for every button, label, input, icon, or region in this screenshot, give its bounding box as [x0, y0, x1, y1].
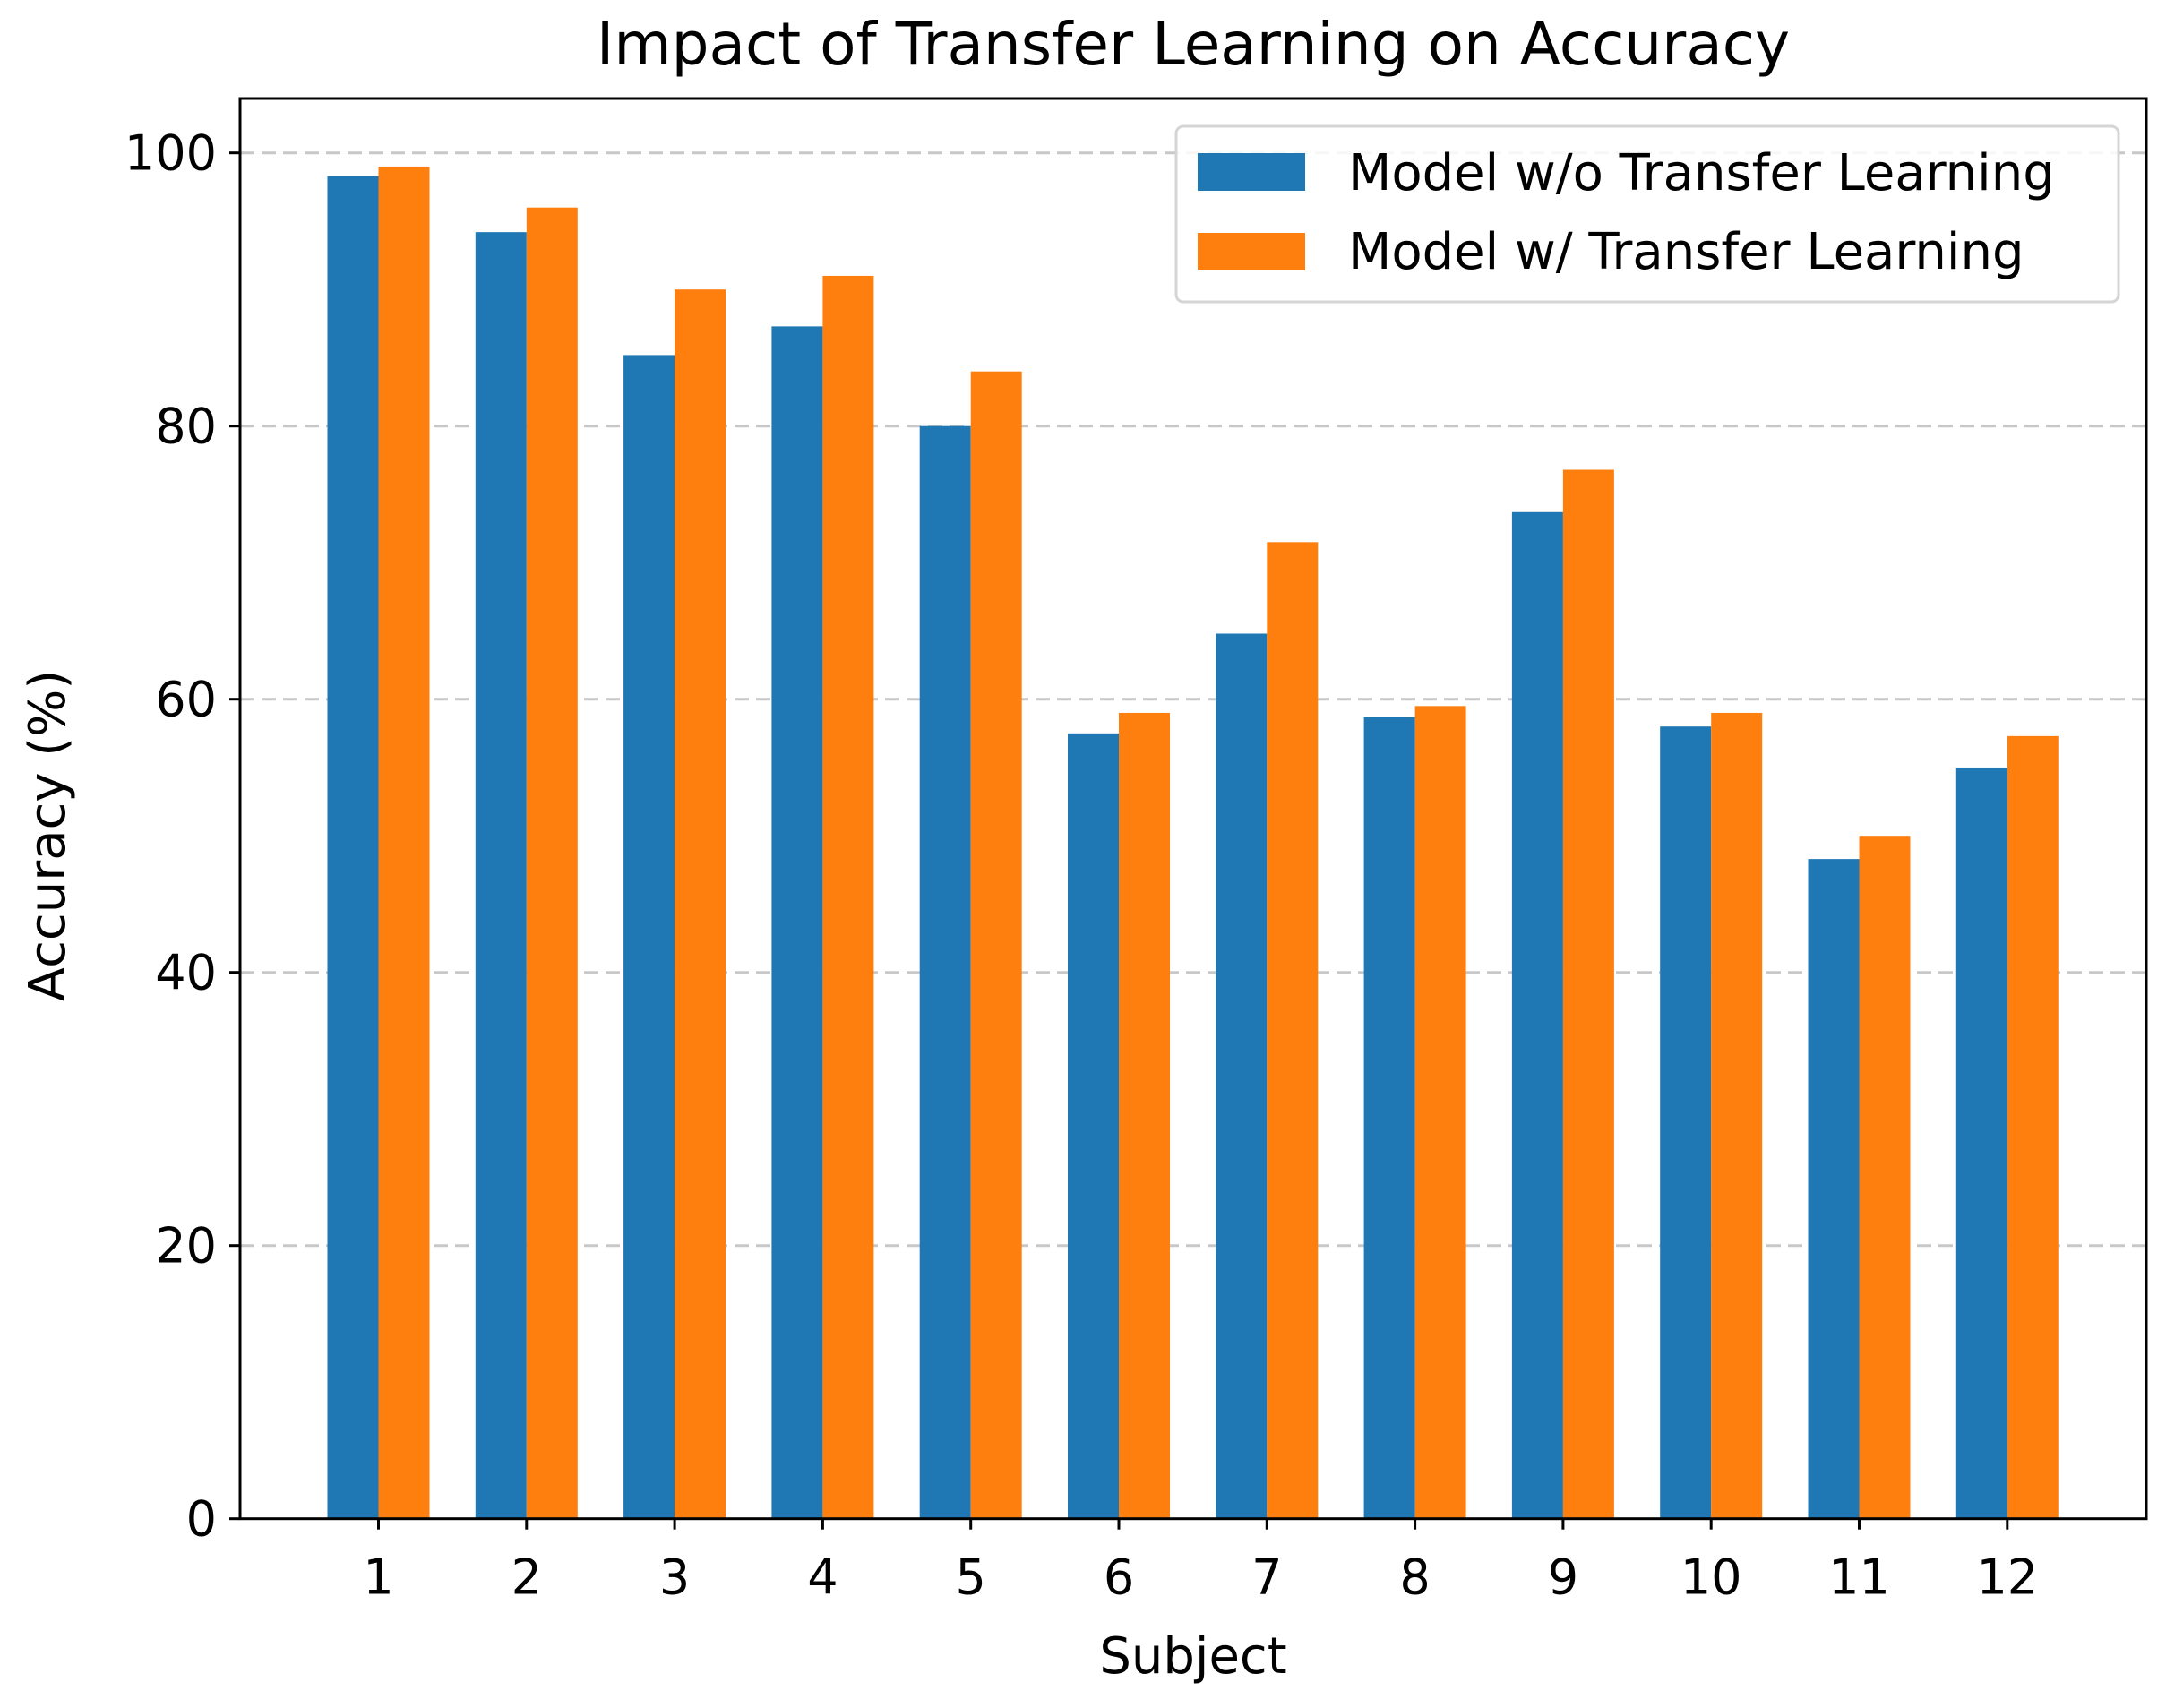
y-tick-label: 0	[186, 1491, 217, 1548]
bar-without-tl	[771, 326, 823, 1519]
bar-with-tl	[1119, 712, 1170, 1519]
bar-without-tl	[1955, 767, 2007, 1519]
bar-with-tl	[2007, 735, 2059, 1519]
y-tick-label: 20	[155, 1218, 217, 1275]
bar-with-tl	[1859, 836, 1911, 1519]
x-tick-label: 5	[956, 1549, 986, 1606]
legend-box	[1174, 124, 2120, 304]
plot-frame	[238, 97, 2148, 1521]
x-tick-label: 11	[1828, 1549, 1890, 1606]
legend-swatch-with-tl	[1198, 233, 1305, 270]
y-tick-label: 100	[125, 125, 217, 182]
bar-with-tl	[378, 166, 430, 1519]
y-axis-ticks: 0 20 40 60 80 100	[125, 125, 240, 1548]
bar-without-tl	[623, 355, 675, 1519]
x-tick-label: 2	[511, 1549, 542, 1606]
x-tick-label: 9	[1548, 1549, 1578, 1606]
chart-title: Impact of Transfer Learning on Accuracy	[597, 10, 1790, 79]
bar-without-tl	[475, 232, 527, 1519]
bar-without-tl	[1216, 633, 1268, 1519]
bar-with-tl	[1711, 712, 1763, 1519]
bar-without-tl	[1068, 733, 1119, 1519]
bar-with-tl	[1414, 706, 1466, 1519]
x-tick-label: 8	[1399, 1549, 1430, 1606]
bar-with-tl	[970, 371, 1022, 1519]
bars	[327, 166, 2059, 1519]
legend-label-without-tl: Model w/o Transfer Learning	[1348, 144, 2055, 202]
bar-with-tl	[526, 207, 578, 1519]
bar-with-tl	[1267, 542, 1319, 1519]
y-tick-label: 80	[155, 399, 217, 455]
legend: Model w/o Transfer Learning Model w/ Tra…	[1174, 124, 2120, 304]
bar-without-tl	[1511, 511, 1563, 1519]
y-axis-label: Accuracy (%)	[19, 670, 77, 1001]
x-tick-label: 1	[363, 1549, 393, 1606]
bar-without-tl	[1808, 859, 1860, 1519]
y-tick-label: 60	[155, 672, 217, 728]
legend-swatch-without-tl	[1198, 153, 1305, 191]
x-tick-label: 7	[1251, 1549, 1282, 1606]
x-tick-label: 12	[1976, 1549, 2038, 1606]
bar-with-tl	[822, 275, 874, 1519]
x-tick-label: 4	[807, 1549, 838, 1606]
x-tick-label: 6	[1104, 1549, 1134, 1606]
bar-without-tl	[327, 176, 379, 1519]
x-axis-label: Subject	[1099, 1627, 1286, 1686]
bar-with-tl	[675, 289, 726, 1519]
bar-without-tl	[1660, 726, 1712, 1519]
legend-label-with-tl: Model w/ Transfer Learning	[1348, 223, 2024, 281]
x-axis-ticks: 1 2 3 4 5 6 7 8 9 10 11 12	[363, 1518, 2038, 1606]
x-tick-label: 3	[659, 1549, 690, 1606]
bar-without-tl	[1363, 717, 1415, 1519]
y-tick-label: 40	[155, 945, 217, 1001]
bar-without-tl	[919, 425, 971, 1519]
x-tick-label: 10	[1680, 1549, 1742, 1606]
bar-with-tl	[1562, 469, 1614, 1519]
